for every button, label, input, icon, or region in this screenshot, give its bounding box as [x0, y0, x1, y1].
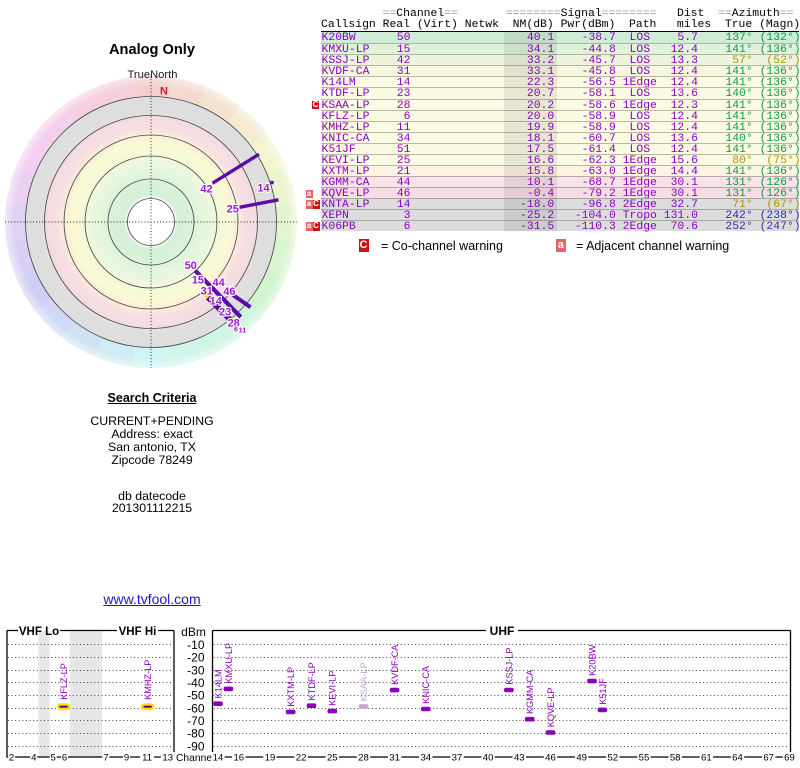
- svg-text:KNIC-CA: KNIC-CA: [421, 665, 431, 704]
- svg-text:49: 49: [576, 752, 587, 763]
- svg-text:13: 13: [162, 752, 173, 763]
- svg-text:-80: -80: [187, 727, 205, 741]
- svg-text:69: 69: [784, 752, 795, 763]
- svg-text:14: 14: [210, 296, 223, 308]
- svg-text:-60: -60: [187, 701, 205, 715]
- svg-text:15: 15: [192, 274, 204, 286]
- svg-text:34: 34: [420, 752, 431, 763]
- svg-text:KFLZ-LP: KFLZ-LP: [59, 663, 69, 700]
- svg-text:-70: -70: [187, 714, 205, 728]
- svg-text:-30: -30: [187, 663, 205, 677]
- svg-text:KXTM-LP: KXTM-LP: [286, 667, 296, 707]
- svg-text:-40: -40: [187, 676, 205, 690]
- svg-text:28: 28: [358, 752, 369, 763]
- svg-text:K51JF: K51JF: [598, 678, 608, 705]
- svg-text:KQVE-LP: KQVE-LP: [546, 687, 556, 727]
- svg-text:UHF: UHF: [490, 624, 515, 638]
- svg-text:44: 44: [212, 277, 225, 289]
- svg-text:KSSJ-LP: KSSJ-LP: [504, 648, 514, 685]
- svg-text:VHF Lo: VHF Lo: [19, 626, 59, 638]
- svg-text:46: 46: [545, 752, 556, 763]
- svg-text:14: 14: [257, 183, 270, 195]
- svg-text:VHF Hi: VHF Hi: [119, 626, 157, 638]
- svg-text:11: 11: [239, 326, 247, 335]
- svg-text:KEVI-LP: KEVI-LP: [328, 671, 338, 706]
- svg-text:52: 52: [607, 752, 618, 763]
- svg-text:TrueNorth: TrueNorth: [128, 69, 178, 81]
- svg-text:K14LM: K14LM: [213, 669, 223, 698]
- svg-text:37: 37: [452, 752, 463, 763]
- svg-text:-90: -90: [187, 739, 205, 753]
- svg-text:19: 19: [265, 752, 276, 763]
- svg-text:KVDF-CA: KVDF-CA: [390, 644, 400, 685]
- svg-text:16: 16: [233, 752, 244, 763]
- svg-text:-10: -10: [187, 638, 205, 652]
- svg-text:67: 67: [763, 752, 774, 763]
- svg-text:25: 25: [227, 204, 239, 216]
- svg-text:2: 2: [9, 752, 14, 763]
- svg-text:7: 7: [103, 752, 108, 763]
- svg-text:22: 22: [296, 752, 307, 763]
- svg-text:-50: -50: [187, 689, 205, 703]
- svg-text:KMHZ-LP: KMHZ-LP: [143, 660, 153, 700]
- svg-text:46: 46: [223, 286, 235, 298]
- svg-text:64: 64: [732, 752, 743, 763]
- svg-text:6: 6: [62, 752, 67, 763]
- svg-text:50: 50: [185, 260, 197, 272]
- svg-text:14: 14: [213, 752, 224, 763]
- svg-text:KGMM-CA: KGMM-CA: [525, 669, 535, 714]
- svg-text:28: 28: [228, 318, 240, 330]
- svg-text:42: 42: [200, 184, 212, 196]
- svg-text:9: 9: [124, 752, 129, 763]
- svg-text:40: 40: [483, 752, 494, 763]
- svg-text:N: N: [160, 86, 168, 98]
- svg-text:K20BW: K20BW: [587, 644, 597, 675]
- svg-text:55: 55: [639, 752, 650, 763]
- svg-text:dBm: dBm: [181, 625, 206, 639]
- svg-text:Channel: Channel: [176, 753, 214, 764]
- svg-text:23: 23: [219, 307, 231, 319]
- svg-text:61: 61: [701, 752, 712, 763]
- svg-text:31: 31: [389, 752, 400, 763]
- svg-text:KSAA-LP: KSAA-LP: [359, 662, 369, 701]
- svg-text:5: 5: [51, 752, 56, 763]
- svg-text:KTDF-LP: KTDF-LP: [307, 662, 317, 700]
- svg-text:4: 4: [31, 752, 37, 763]
- svg-text:11: 11: [142, 752, 152, 763]
- svg-text:58: 58: [670, 752, 681, 763]
- svg-text:43: 43: [514, 752, 525, 763]
- svg-text:25: 25: [327, 752, 338, 763]
- svg-text:KMXU-LP: KMXU-LP: [224, 643, 234, 684]
- svg-text:6: 6: [234, 325, 238, 334]
- svg-text:-20: -20: [187, 651, 205, 665]
- svg-text:31: 31: [201, 286, 213, 298]
